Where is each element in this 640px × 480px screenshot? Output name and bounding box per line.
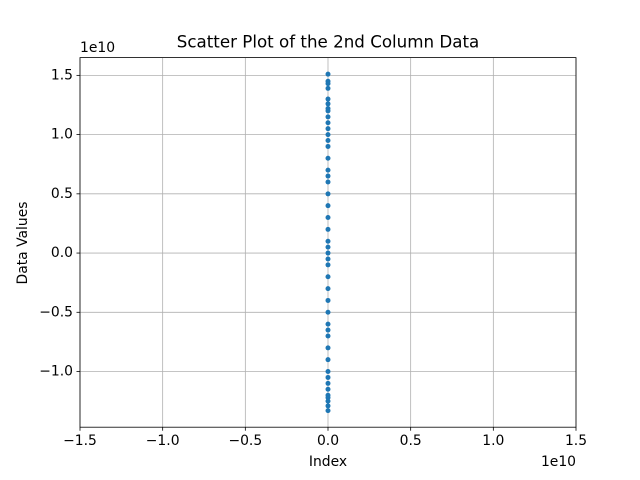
- x-offset-label: 1e10: [541, 454, 576, 470]
- point: [325, 345, 331, 351]
- point: [325, 126, 331, 132]
- point: [325, 179, 331, 185]
- x-tick-label: −0.5: [228, 433, 262, 449]
- x-tick-label: 1.5: [565, 433, 587, 449]
- point: [325, 403, 331, 409]
- point: [325, 309, 331, 315]
- chart-title: Scatter Plot of the 2nd Column Data: [177, 32, 480, 52]
- point: [325, 395, 331, 401]
- point: [325, 132, 331, 138]
- y-tick-label: −1.0: [39, 364, 73, 380]
- point: [325, 215, 331, 221]
- point: [325, 374, 331, 380]
- y-axis-label: Data Values: [15, 202, 31, 285]
- x-tick-label: 0.0: [317, 433, 339, 449]
- point: [325, 238, 331, 244]
- point: [325, 101, 331, 107]
- point: [325, 96, 331, 102]
- point: [325, 286, 331, 292]
- y-tick-label: −0.5: [39, 304, 73, 320]
- x-tick-label: 0.5: [400, 433, 422, 449]
- point: [325, 85, 331, 91]
- point: [325, 357, 331, 363]
- point: [325, 327, 331, 333]
- point: [325, 262, 331, 268]
- x-tick-label: −1.5: [63, 433, 97, 449]
- point: [325, 155, 331, 161]
- point: [325, 398, 331, 404]
- x-tick-label: 1.0: [482, 433, 504, 449]
- point: [325, 408, 331, 414]
- point: [325, 173, 331, 179]
- point: [325, 71, 331, 77]
- point: [325, 191, 331, 197]
- y-tick-label: 0.5: [51, 186, 73, 202]
- point: [325, 120, 331, 126]
- y-tick-label: 0.0: [51, 245, 73, 261]
- point: [325, 297, 331, 303]
- point: [325, 274, 331, 280]
- point: [325, 321, 331, 327]
- point: [325, 380, 331, 386]
- x-tick-label: −1.0: [146, 433, 180, 449]
- point: [325, 244, 331, 250]
- point: [325, 333, 331, 339]
- point: [325, 369, 331, 375]
- point: [325, 114, 331, 120]
- x-axis-label: Index: [309, 454, 347, 470]
- point: [325, 108, 331, 114]
- point: [325, 256, 331, 262]
- point: [325, 138, 331, 144]
- plot-frame: [79, 57, 577, 428]
- point: [325, 386, 331, 392]
- point: [325, 226, 331, 232]
- point: [325, 250, 331, 256]
- point: [325, 203, 331, 209]
- y-offset-label: 1e10: [80, 40, 115, 56]
- y-tick-label: 1.0: [51, 127, 73, 143]
- point: [325, 167, 331, 173]
- y-tick-label: 1.5: [51, 67, 73, 83]
- point: [325, 143, 331, 149]
- point: [325, 81, 331, 87]
